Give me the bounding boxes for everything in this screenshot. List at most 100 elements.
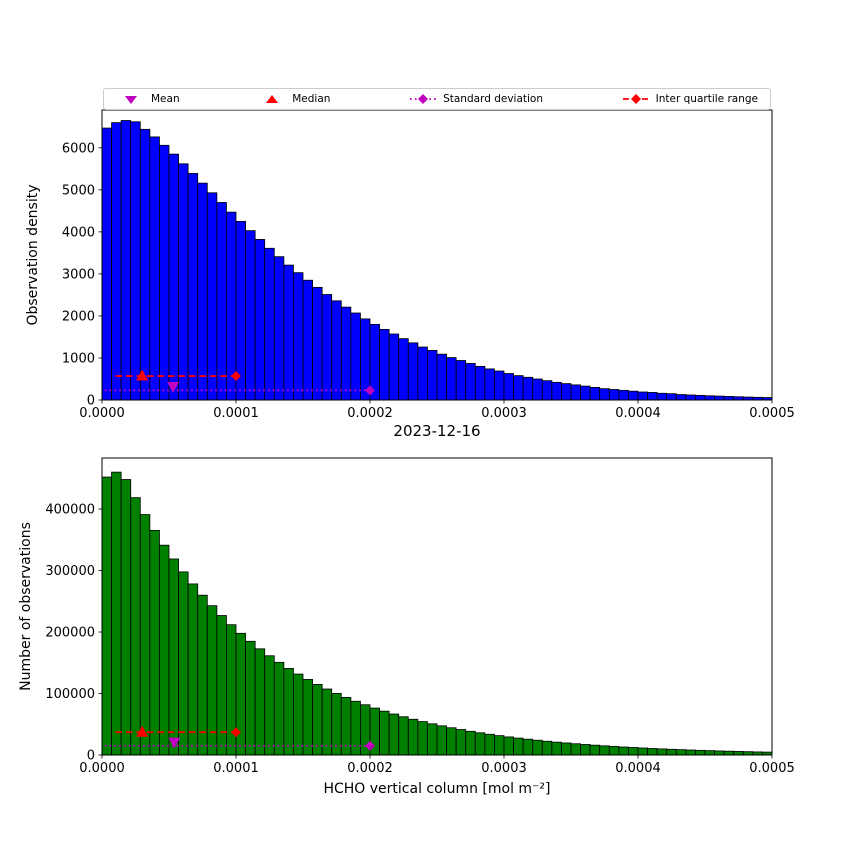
histogram-bar — [532, 739, 543, 756]
histogram-bar — [723, 396, 735, 401]
histogram-bar — [532, 378, 543, 401]
histogram-bar — [398, 338, 409, 401]
histogram-bar — [647, 392, 658, 401]
histogram-bar — [704, 395, 715, 401]
histogram-bar — [101, 476, 112, 756]
histogram-bar — [570, 743, 581, 756]
histogram-bar — [455, 729, 467, 756]
histogram-bar — [350, 312, 361, 401]
legend-item-iqr: Inter quartile range — [621, 91, 758, 107]
histogram-bar — [312, 286, 323, 401]
histogram-bar — [130, 121, 141, 401]
histogram-bar — [168, 558, 179, 756]
x-tick-label: 0.0000 — [79, 761, 125, 776]
histogram-bar — [264, 247, 275, 401]
histogram-bar — [580, 744, 591, 756]
histogram-bar — [273, 256, 285, 401]
histogram-bar — [427, 350, 438, 401]
histogram-bar — [656, 748, 668, 756]
histogram-bar — [120, 479, 132, 756]
histogram-bar — [436, 725, 447, 756]
histogram-bar — [474, 365, 486, 401]
x-tick-label: 0.0005 — [749, 406, 795, 421]
std-deviation-marker-icon — [408, 91, 438, 107]
histogram-bar — [340, 306, 352, 401]
histogram-bar — [465, 363, 476, 401]
median-marker-icon — [257, 91, 287, 107]
histogram-bar — [178, 163, 189, 401]
histogram-bar — [130, 497, 141, 756]
histogram-bar — [484, 733, 495, 756]
histogram-bar — [388, 713, 400, 756]
histogram-bar — [216, 615, 227, 756]
legend-item-median: Median — [257, 91, 330, 107]
histogram-bar — [685, 749, 696, 756]
histogram-bar — [187, 173, 199, 401]
histogram-bar — [465, 730, 476, 756]
legend-item-mean: Mean — [116, 91, 180, 107]
histogram-bar — [283, 264, 294, 401]
histogram-bar — [388, 333, 400, 401]
histogram-bar — [379, 710, 390, 756]
histogram-bar — [580, 385, 591, 401]
histogram-bar — [226, 211, 237, 401]
x-tick-label: 0.0005 — [749, 761, 795, 776]
histogram-bar — [695, 749, 706, 756]
histogram-bar — [273, 661, 285, 756]
y-axis-label: Number of observations — [18, 522, 34, 691]
histogram-bar — [120, 120, 132, 401]
histogram-bar — [379, 328, 390, 401]
histogram-bar — [293, 673, 304, 756]
y-tick-label: 0 — [87, 749, 95, 764]
legend-label-iqr: Inter quartile range — [655, 93, 758, 105]
x-tick-label: 0.0000 — [79, 406, 125, 421]
histogram-bar — [149, 529, 160, 756]
histogram-bar — [302, 279, 313, 401]
histogram-bar — [350, 700, 361, 756]
histogram-bar — [159, 544, 170, 756]
histogram-bar — [628, 747, 639, 756]
histogram-bar — [216, 202, 227, 401]
histogram-bar — [656, 392, 668, 401]
median-marker — [136, 369, 149, 381]
histogram-bar — [618, 389, 629, 401]
y-tick-label: 3000 — [62, 267, 95, 282]
y-tick-label: 100000 — [45, 687, 95, 702]
y-axis-label: Observation density — [25, 184, 41, 325]
histogram-bar — [628, 390, 639, 401]
histogram-bar — [455, 360, 467, 401]
y-tick-label: 5000 — [62, 183, 95, 198]
histogram-bar — [570, 384, 581, 401]
histogram-bar — [254, 239, 266, 401]
legend-label-mean: Mean — [151, 93, 180, 105]
histogram-bar — [599, 388, 610, 401]
histogram-bar — [647, 748, 658, 756]
legend-label-std: Standard deviation — [443, 93, 544, 105]
x-tick-label: 0.0003 — [481, 406, 527, 421]
histogram-bar — [503, 373, 514, 401]
y-tick-label: 400000 — [45, 503, 95, 518]
y-tick-label: 2000 — [62, 309, 95, 324]
histogram-bar — [245, 230, 256, 401]
histogram-bar — [695, 394, 706, 401]
histogram-bar — [494, 735, 505, 756]
histogram-bar — [283, 668, 294, 756]
x-axis-label: HCHO vertical column [mol m⁻²] — [323, 781, 551, 797]
histogram-bar — [608, 746, 620, 756]
histogram-bar — [159, 144, 170, 401]
histogram-bar — [139, 128, 151, 401]
iqr-marker-icon — [621, 91, 651, 107]
histogram-bar — [293, 272, 304, 401]
histogram-bar — [101, 127, 112, 401]
histogram-bar — [599, 745, 610, 756]
histogram-bar — [407, 342, 419, 401]
std-deviation-diamond-marker — [365, 740, 375, 751]
histogram-bar — [446, 727, 457, 756]
histogram-bar — [331, 300, 342, 401]
observation-density-histogram: 0.0000 0.0001 0.0002 0.0003 0.0004 0.0005 0 100… — [25, 109, 795, 421]
histogram-bar — [398, 716, 409, 756]
histogram-bar — [178, 571, 189, 756]
histogram-bar — [714, 395, 725, 401]
y-tick-label: 200000 — [45, 626, 95, 641]
